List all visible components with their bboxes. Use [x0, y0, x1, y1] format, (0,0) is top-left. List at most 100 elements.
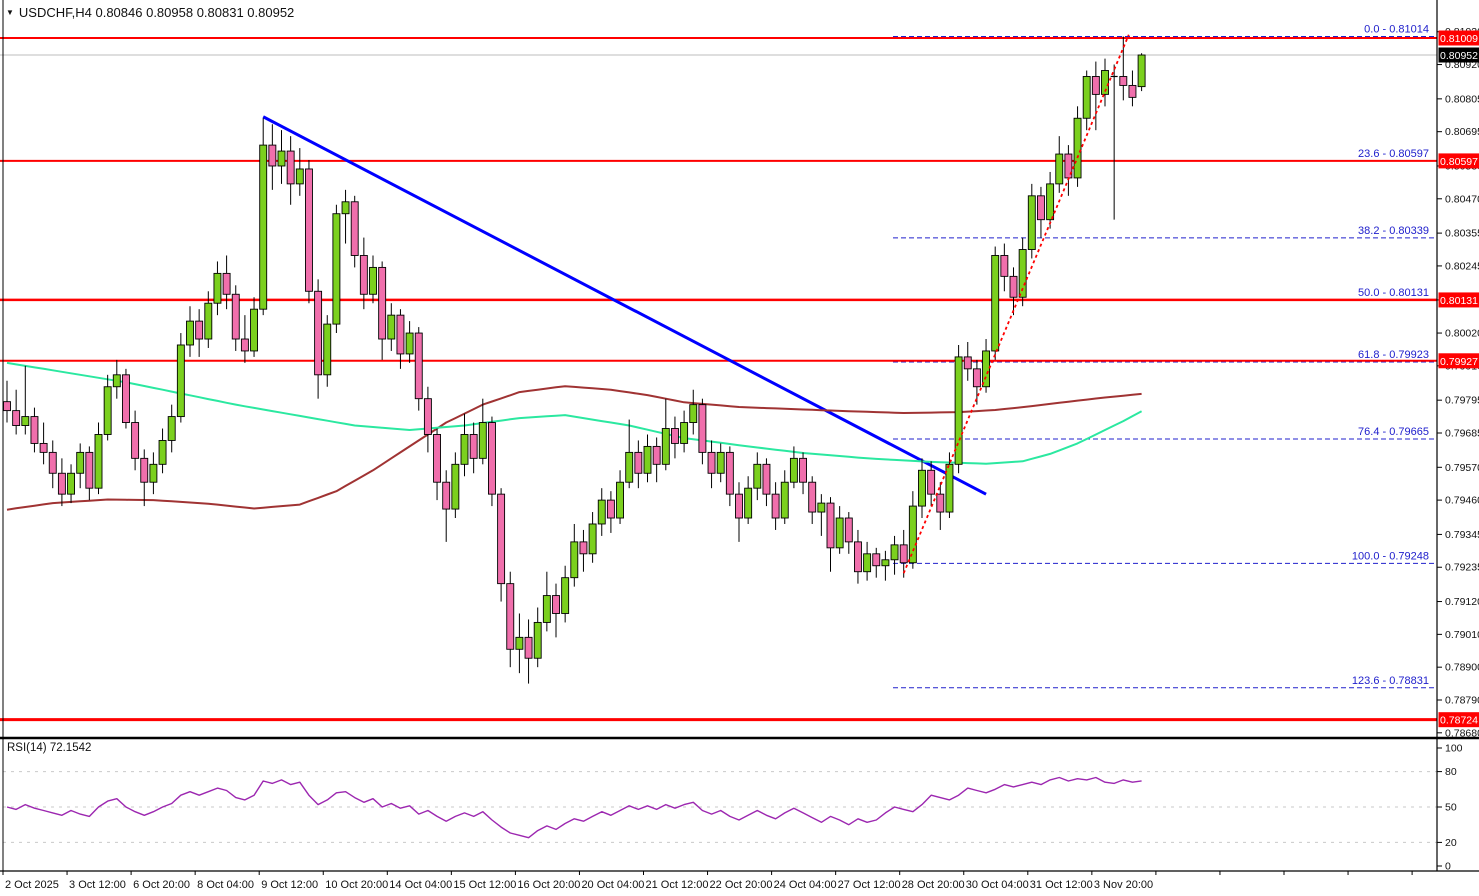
- svg-text:6 Oct 20:00: 6 Oct 20:00: [133, 879, 190, 891]
- candle: [469, 422, 478, 474]
- candle: [771, 482, 780, 530]
- rsi-axis[interactable]: 100 80 50 20 0: [1437, 743, 1463, 873]
- svg-text:15 Oct 12:00: 15 Oct 12:00: [453, 879, 516, 891]
- price-badges: 0.81009 0.80952 0.80597 0.80131 0.79927 0.787…: [1438, 30, 1479, 728]
- svg-text:31 Oct 12:00: 31 Oct 12:00: [1030, 879, 1093, 891]
- candle: [57, 458, 66, 507]
- svg-text:76.4 - 0.79665: 76.4 - 0.79665: [1358, 426, 1429, 438]
- candle: [1091, 61, 1100, 131]
- price-axis[interactable]: 0.810300.809200.808050.806950.805800.804…: [1436, 0, 1479, 871]
- ma-slow-line[interactable]: [6, 385, 1142, 511]
- candle: [552, 583, 560, 638]
- candle: [716, 443, 725, 483]
- candle: [76, 443, 85, 489]
- candle: [533, 607, 542, 668]
- svg-text:0.80245: 0.80245: [1445, 260, 1479, 272]
- svg-text:16 Oct 20:00: 16 Oct 20:00: [517, 879, 580, 891]
- candle: [826, 497, 835, 572]
- candle: [286, 136, 295, 205]
- ma-fast-line[interactable]: [6, 361, 1143, 465]
- candle: [744, 476, 753, 524]
- svg-text:50: 50: [1445, 802, 1457, 814]
- candle: [506, 571, 515, 668]
- svg-text:0.79235: 0.79235: [1445, 562, 1479, 574]
- candle: [158, 428, 167, 474]
- candle: [1018, 237, 1027, 307]
- candle: [478, 398, 487, 465]
- svg-text:0.79345: 0.79345: [1445, 529, 1479, 541]
- rsi-indicator-label: RSI(14) 72.1542: [7, 742, 92, 754]
- candle: [643, 434, 652, 483]
- candles-layer: [3, 36, 1146, 684]
- candle: [85, 446, 94, 501]
- pane-borders: [0, 0, 1479, 872]
- svg-text:0.79927: 0.79927: [1440, 356, 1478, 368]
- svg-text:28 Oct 20:00: 28 Oct 20:00: [902, 879, 965, 891]
- svg-text:80: 80: [1445, 766, 1457, 778]
- candle: [460, 413, 469, 477]
- candle: [762, 458, 771, 507]
- candle: [570, 523, 579, 587]
- candle: [222, 255, 231, 310]
- candle: [314, 279, 323, 399]
- price-badge: [1438, 153, 1479, 169]
- svg-text:0.0 - 0.81014: 0.0 - 0.81014: [1364, 24, 1429, 36]
- candle: [140, 449, 149, 507]
- svg-text:3 Nov 20:00: 3 Nov 20:00: [1094, 879, 1153, 891]
- candle: [945, 452, 954, 519]
- candle: [94, 422, 103, 495]
- price-badge: [1438, 47, 1479, 63]
- svg-text:23.6 - 0.80597: 23.6 - 0.80597: [1358, 148, 1429, 160]
- candle: [1137, 53, 1146, 92]
- candle: [405, 321, 414, 363]
- candle: [488, 416, 496, 507]
- svg-text:22 Oct 20:00: 22 Oct 20:00: [710, 879, 773, 891]
- candle: [1036, 186, 1045, 238]
- chart-title-bar: ▼ USDCHF,H4 0.80846 0.80958 0.80831 0.80…: [6, 5, 294, 20]
- time-axis[interactable]: 2 Oct 2025 3 Oct 12:00 6 Oct 20:00 8 Oct 04…: [2, 871, 1413, 891]
- fib-retracement-lines[interactable]: [893, 36, 1437, 689]
- price-badge: [1438, 30, 1479, 46]
- candle: [423, 386, 432, 453]
- ascending-dashed-trendline[interactable]: [902, 34, 1130, 574]
- candle: [323, 315, 332, 387]
- candle: [927, 461, 936, 507]
- candle: [277, 130, 286, 184]
- fib-labels: 0.0 - 0.81014 23.6 - 0.80597 38.2 - 0.8033…: [1352, 24, 1429, 687]
- candle: [817, 494, 826, 536]
- candle: [789, 446, 798, 489]
- candle: [30, 407, 39, 453]
- candle: [195, 309, 204, 357]
- candle: [652, 437, 661, 483]
- symbol-dropdown-icon[interactable]: ▼: [6, 7, 14, 17]
- candle: [131, 410, 140, 471]
- candle: [1000, 243, 1009, 292]
- svg-text:0: 0: [1445, 861, 1451, 873]
- candle: [67, 464, 76, 504]
- candle: [597, 488, 606, 536]
- descending-trendline[interactable]: [262, 115, 987, 496]
- candle: [725, 446, 734, 507]
- candle: [369, 255, 377, 304]
- candle: [341, 189, 350, 244]
- candle: [606, 491, 615, 533]
- candle: [39, 422, 48, 465]
- candle: [305, 160, 313, 304]
- svg-text:27 Oct 12:00: 27 Oct 12:00: [838, 879, 901, 891]
- support-resistance-lines[interactable]: [0, 37, 1437, 722]
- candle: [1046, 171, 1055, 229]
- svg-text:9 Oct 12:00: 9 Oct 12:00: [261, 879, 318, 891]
- candle: [918, 458, 926, 519]
- candle: [112, 359, 121, 399]
- svg-text:0.80355: 0.80355: [1445, 228, 1479, 240]
- candle: [186, 306, 194, 357]
- rsi-gridlines: [3, 771, 1437, 843]
- candle: [387, 303, 396, 351]
- candle: [634, 440, 643, 489]
